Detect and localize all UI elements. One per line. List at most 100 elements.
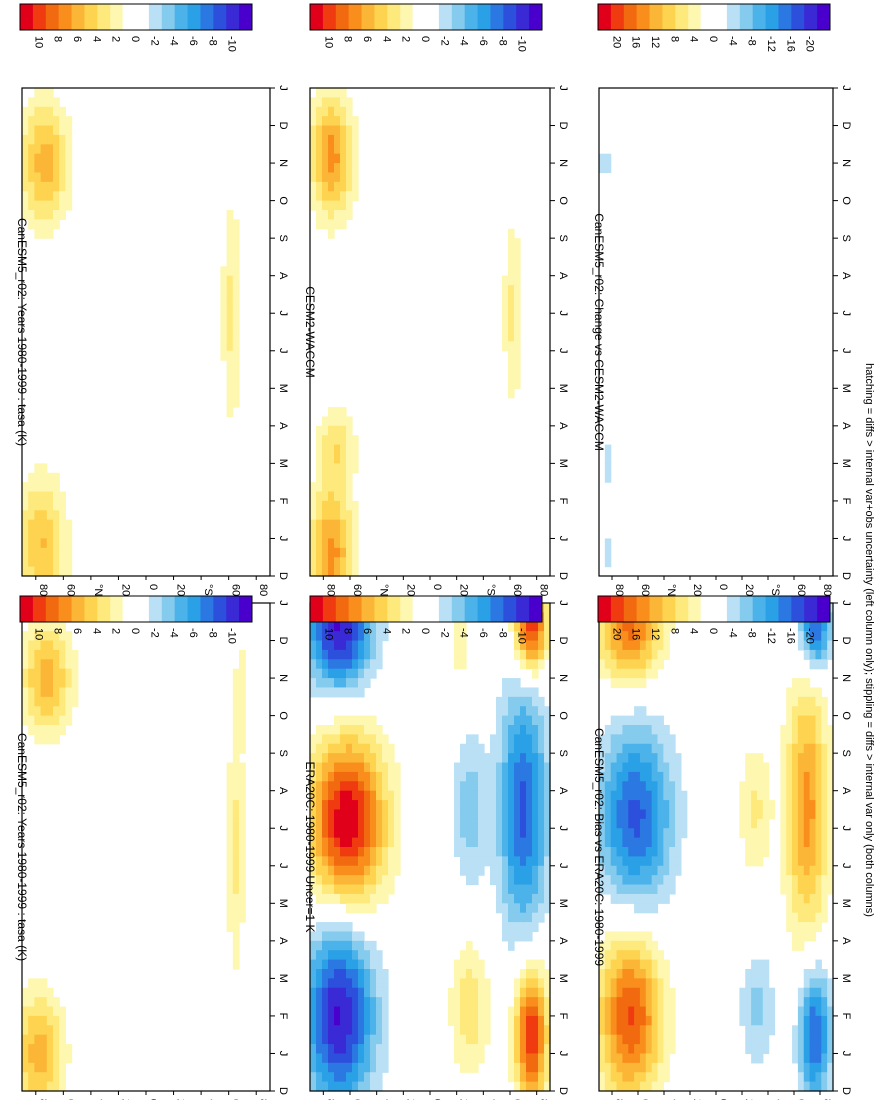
heatmap-cell [46,687,54,698]
heatmap-cell [53,144,60,155]
heatmap-cell [514,369,521,380]
heatmap-cell [809,818,817,829]
heatmap-cell [657,1025,664,1036]
heatmap-cell [639,856,647,867]
heatmap-cell [616,781,623,792]
heatmap-cell [376,893,383,904]
colorbar-swatch [739,596,754,622]
heatmap-cell [226,313,234,324]
heatmap-cell [751,818,758,829]
heatmap-cell [364,818,371,829]
heatmap-cell [821,893,828,904]
heatmap-cell [466,1053,473,1064]
heatmap-cell [792,847,799,857]
heatmap-cell [815,734,822,745]
colorbar-label: -6 [187,36,199,46]
heatmap-cell [616,959,623,970]
heatmap-cell [520,706,527,717]
heatmap-cell [364,771,371,782]
heatmap-cell [352,500,359,511]
heatmap-cell [310,790,317,801]
heatmap-cell [53,153,60,164]
heatmap-cell [226,818,234,829]
heatmap-cell [46,144,54,155]
heatmap-cell [370,725,377,735]
colorbar-swatch [438,4,453,30]
heatmap-cell [40,678,48,689]
heatmap-cell [622,771,629,782]
heatmap-cell [532,649,539,660]
heatmap-cell [634,1006,641,1017]
heatmap-cell [334,529,341,540]
heatmap-cell [645,969,653,979]
heatmap-cell [786,856,793,867]
heatmap-cell [334,987,341,998]
heatmap-cell [751,1034,758,1045]
colorbar-label: 8 [668,628,680,634]
heatmap-cell [622,781,629,792]
colorbar-swatch [490,596,504,622]
colorbar-swatch [636,4,650,30]
month-tick-label: N [277,159,289,167]
heatmap-cell [370,865,377,876]
colorbar-label: -6 [477,628,489,638]
heatmap-cell [797,903,805,914]
heatmap-cell [316,997,323,1008]
heatmap-cell [226,388,234,399]
heatmap-cell [657,884,664,895]
heatmap-cell [226,790,234,801]
heatmap-cell [616,884,623,895]
heatmap-cell [599,987,606,998]
heatmap-cell [346,678,353,689]
heatmap-cell [346,116,353,127]
heatmap-cell [382,1015,389,1026]
heatmap-cell [316,491,323,502]
heatmap-cell [40,734,48,745]
heatmap-cell [40,529,48,540]
heatmap-cell [40,715,48,726]
heatmap-cell [316,621,323,632]
colorbar-swatch [226,4,240,30]
heatmap-cell [358,828,365,839]
heatmap-cell [508,809,515,820]
heatmap-cell [352,172,359,183]
heatmap-cell [815,818,822,829]
heatmap-cell [22,125,29,136]
heatmap-cell [346,856,353,867]
heatmap-cell [610,987,618,998]
heatmap-cell [472,978,479,989]
heatmap-cell [472,1006,479,1017]
colorbar-swatch [45,4,60,30]
heatmap-cell [651,865,659,876]
heatmap-cell [756,790,764,801]
month-tick-label: M [557,384,569,393]
heatmap-cell [28,472,35,483]
colorbar-swatch [387,4,401,30]
heatmap-cell [792,1025,799,1036]
heatmap-cell [358,931,365,942]
heatmap-cell [226,762,234,773]
heatmap-cell [526,818,533,829]
heatmap-cell [663,640,670,651]
heatmap-cell [538,771,545,782]
heatmap-cell [71,696,79,707]
heatmap-cell [322,959,329,970]
heatmap-cell [526,865,533,876]
heatmap-cell [388,800,395,811]
heatmap-cell [526,734,533,745]
heatmap-cell [797,828,805,839]
heatmap-cell [340,715,347,726]
heatmap-cell [322,893,329,904]
heatmap-cell [340,668,347,679]
heatmap-cell [657,762,664,773]
heatmap-cell [220,275,228,286]
heatmap-cell [634,997,641,1008]
heatmap-cell [226,350,234,361]
heatmap-cell [226,828,234,839]
heatmap-cell [616,950,623,961]
heatmap-cell [466,1062,473,1073]
heatmap-cell [382,734,389,745]
heatmap-cell [239,762,246,773]
heatmap-cell [340,407,347,418]
